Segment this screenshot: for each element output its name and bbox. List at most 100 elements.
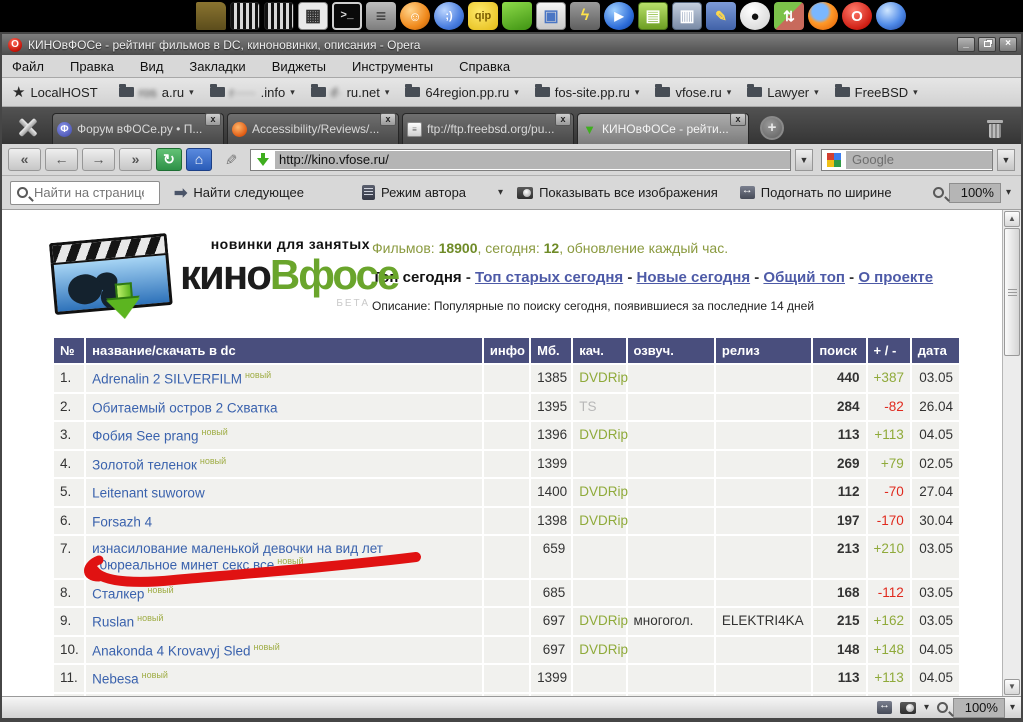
film-link[interactable]: Leitenant suworow (92, 485, 205, 501)
taskbar-app-icon[interactable]: ⇅ (774, 2, 804, 30)
film-link[interactable]: Forsazh 4 (92, 514, 153, 529)
bookmark-item[interactable]: ★ LocalHOST (12, 83, 103, 101)
film-link[interactable]: Сталкер (92, 586, 145, 601)
bookmark-item[interactable]: ★ FreeBSD ▾ (834, 84, 918, 100)
title-bar[interactable]: O КИНОвФОСе - рейтинг фильмов в DC, кино… (2, 34, 1021, 55)
tab-close-icon[interactable]: x (380, 113, 396, 126)
wrench-icon[interactable] (8, 112, 46, 142)
taskbar-app-icon[interactable] (196, 2, 226, 30)
search-field[interactable]: Google (821, 148, 993, 171)
zoom-control[interactable]: 100% ▾ (932, 182, 1011, 203)
nav-link[interactable]: Топ старых сегодня (475, 269, 624, 286)
menu-item[interactable]: Вид (139, 58, 164, 74)
column-header[interactable]: кач. (573, 338, 626, 363)
nav-link[interactable]: О проекте (858, 269, 934, 286)
taskbar-app-icon[interactable]: ▶ (604, 2, 634, 30)
taskbar-app-icon[interactable]: ☺ (400, 2, 430, 30)
find-input[interactable] (34, 185, 144, 200)
film-link[interactable]: Nebesa (92, 671, 139, 687)
minimize-button[interactable]: _ (957, 37, 975, 52)
column-header[interactable]: инфо (483, 338, 530, 363)
tab-close-icon[interactable]: x (555, 113, 571, 126)
closed-tabs-trash-icon[interactable] (987, 120, 1003, 138)
search-placeholder[interactable]: Google (846, 150, 992, 169)
taskbar-app-icon[interactable]: ϟ (570, 2, 600, 30)
taskbar-app-icon[interactable]: ● (740, 2, 770, 30)
url-text[interactable]: http://kino.vfose.ru/ (275, 150, 790, 169)
url-dropdown-button[interactable]: ▼ (795, 148, 813, 171)
author-mode-button[interactable]: Режим автора ▾ (362, 185, 503, 200)
forward-button[interactable]: → (82, 148, 115, 171)
column-header[interactable]: поиск (813, 338, 866, 363)
column-header[interactable]: дата (911, 338, 959, 363)
film-link[interactable]: изнасилование маленькой девочки на вид л… (92, 541, 383, 573)
restore-button[interactable] (978, 37, 996, 52)
find-next-button[interactable]: ➡ Найти следующее (174, 183, 304, 203)
back-button[interactable]: ← (45, 148, 78, 171)
column-header[interactable]: релиз (715, 338, 812, 363)
nav-link[interactable]: Общий топ (763, 269, 845, 286)
zoom-dropdown-icon[interactable]: ▾ (1005, 187, 1011, 198)
menu-item[interactable]: Файл (12, 58, 44, 74)
browser-tab[interactable]: Φ Форум вФОСе.ру • П... x (52, 113, 224, 144)
new-tab-button[interactable]: + (760, 116, 784, 140)
find-on-page-field[interactable] (10, 180, 160, 205)
taskbar-app-icon[interactable]: ✎ (706, 2, 736, 30)
column-header[interactable]: + / - (867, 338, 910, 363)
taskbar-app-icon[interactable] (876, 2, 906, 30)
chevron-down-icon[interactable]: ▾ (498, 187, 504, 198)
bookmark-item[interactable]: ★ r····· .info ▾ (209, 84, 295, 100)
tab-close-icon[interactable]: x (730, 113, 746, 126)
scroll-up-icon[interactable]: ▲ (1004, 211, 1020, 227)
bookmark-item[interactable]: ★ 64region.pp.ru ▾ (405, 84, 519, 100)
fast-forward-button[interactable]: » (119, 148, 152, 171)
film-link[interactable]: Фобия See prang (92, 428, 199, 444)
status-zoom-dropdown-icon[interactable]: ▾ (1009, 702, 1015, 713)
reload-button[interactable]: ↻ (156, 148, 182, 171)
bookmark-item[interactable]: ★ vfose.ru ▾ (655, 84, 731, 100)
menu-item[interactable]: Виджеты (271, 58, 326, 74)
menu-item[interactable]: Справка (459, 58, 511, 74)
images-toggle-icon[interactable] (899, 701, 916, 714)
taskbar-app-icon[interactable] (502, 2, 532, 30)
images-dropdown-icon[interactable]: ▾ (923, 702, 929, 713)
taskbar-app-icon[interactable]: ≡ (366, 2, 396, 30)
film-link[interactable]: Золотой теленок (92, 457, 197, 472)
browser-tab[interactable]: ▼ КИНОвФОСе - рейти... x (577, 113, 749, 144)
scrollbar-thumb[interactable] (1004, 228, 1020, 356)
status-zoom-control[interactable]: 100% ▾ (936, 697, 1015, 718)
column-header[interactable]: озвуч. (627, 338, 714, 363)
taskbar-app-icon[interactable] (808, 2, 838, 30)
browser-tab[interactable]: ≡ ftp://ftp.freebsd.org/pu... x (402, 113, 574, 144)
bookmark-item[interactable]: ★ ros a.ru ▾ (118, 84, 194, 100)
column-header[interactable]: название/скачать в dc (86, 338, 482, 363)
taskbar-app-icon[interactable]: ▣ (536, 2, 566, 30)
nav-link[interactable]: Новые сегодня (636, 269, 751, 286)
rewind-button[interactable]: « (8, 148, 41, 171)
url-field[interactable]: http://kino.vfose.ru/ (250, 148, 791, 171)
taskbar-app-icon[interactable] (264, 2, 294, 30)
bookmark-item[interactable]: ★ ιf· ru.net ▾ (310, 84, 389, 100)
column-header[interactable]: № (54, 338, 85, 363)
column-header[interactable]: Мб. (531, 338, 572, 363)
taskbar-app-icon[interactable] (230, 2, 260, 30)
taskbar-app-icon[interactable]: qip (468, 2, 498, 30)
taskbar-app-icon[interactable]: ▤ (638, 2, 668, 30)
taskbar-app-icon[interactable]: ;) (434, 2, 464, 30)
film-link[interactable]: Anakonda 4 Krovavyj Sled (92, 643, 251, 658)
film-link[interactable]: Adrenalin 2 SILVERFILM (92, 371, 242, 387)
browser-tab[interactable]: Accessibility/Reviews/... x (227, 113, 399, 144)
film-link[interactable]: Обитаемый остров 2 Схватка (92, 400, 278, 415)
taskbar-app-icon[interactable]: ▥ (672, 2, 702, 30)
taskbar-app-icon[interactable]: O (842, 2, 872, 30)
menu-item[interactable]: Закладки (189, 58, 246, 74)
close-button[interactable]: × (999, 37, 1017, 52)
scroll-down-icon[interactable]: ▼ (1004, 679, 1020, 695)
taskbar-app-icon[interactable]: ▦ (298, 2, 328, 30)
fit-width-icon[interactable] (876, 699, 892, 714)
fit-width-button[interactable]: Подогнать по ширине (739, 184, 892, 200)
bookmark-item[interactable]: ★ fos-site.pp.ru ▾ (534, 84, 639, 100)
bookmark-item[interactable]: ★ Lawyer ▾ (747, 84, 819, 100)
site-logo[interactable]: новинки для занятых киноВфосе БЕТА (48, 233, 400, 330)
note-pencil-icon[interactable]: ✎ (221, 153, 239, 166)
